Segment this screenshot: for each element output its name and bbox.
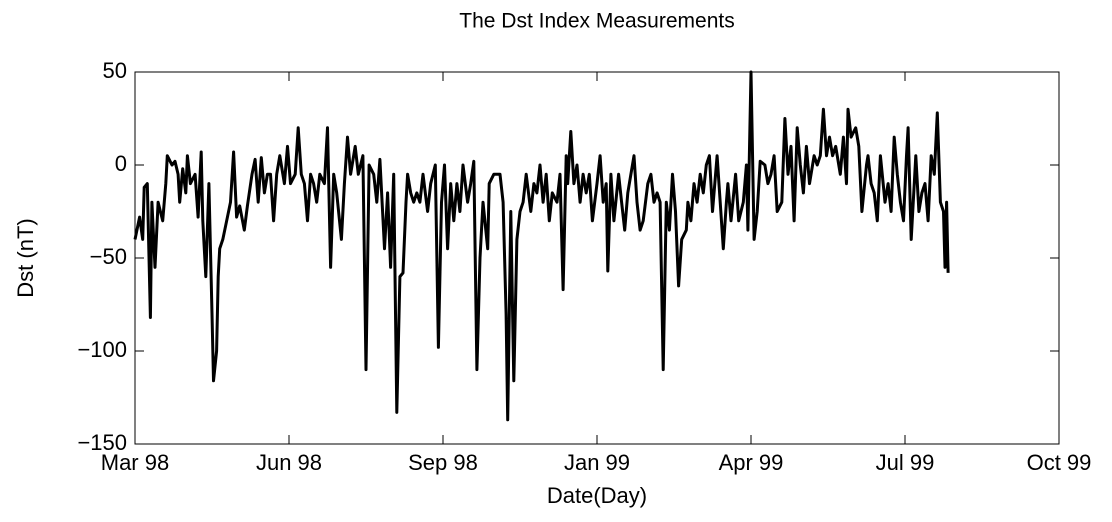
x-tick-label: Jul 99 xyxy=(876,450,935,475)
x-tick-label: Mar 98 xyxy=(101,450,169,475)
x-tick-label: Sep 98 xyxy=(408,450,478,475)
x-tick-label: Jan 99 xyxy=(564,450,630,475)
x-tick-label: Oct 99 xyxy=(1027,450,1092,475)
y-axis-label: Dst (nT) xyxy=(13,218,38,297)
y-tick-label: −150 xyxy=(77,430,127,455)
y-tick-label: −50 xyxy=(90,244,127,269)
x-tick-label: Jun 98 xyxy=(256,450,322,475)
data-line xyxy=(133,70,950,422)
x-tick-label: Apr 99 xyxy=(719,450,784,475)
y-tick-label: 0 xyxy=(115,151,127,176)
y-tick-label: −100 xyxy=(77,337,127,362)
axes-frame xyxy=(134,71,1060,445)
x-axis-label: Date(Day) xyxy=(547,483,647,508)
chart-title: The Dst Index Measurements xyxy=(459,10,734,33)
y-tick-label: 50 xyxy=(103,58,127,83)
